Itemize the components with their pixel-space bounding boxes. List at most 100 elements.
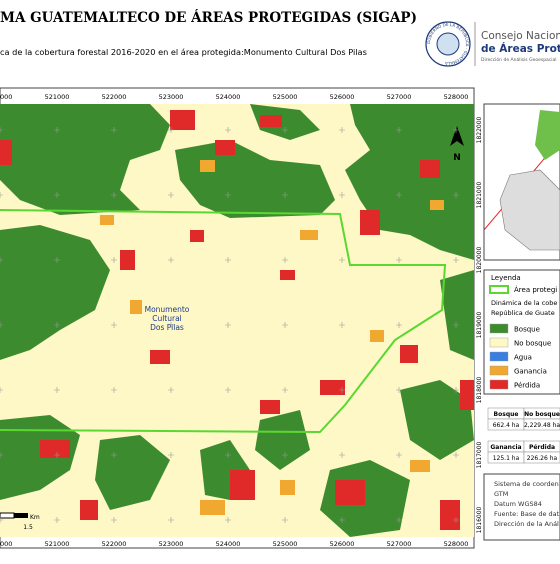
grid-cross xyxy=(339,452,345,458)
grid-cross xyxy=(282,127,288,133)
info-frame xyxy=(483,473,560,541)
coordinate-labels: 520000 520000 521000 521000 522000 522000 5230… xyxy=(0,93,483,548)
x-coord-top: 526000 xyxy=(330,93,355,101)
x-coord-top: 522000 xyxy=(102,93,127,101)
y-coord: 1816000 xyxy=(476,506,483,533)
table-cell xyxy=(523,451,560,464)
x-coord-bottom: 522000 xyxy=(102,540,127,548)
x-coord-top: 525000 xyxy=(273,93,298,101)
grid-cross xyxy=(282,452,288,458)
grid-cross xyxy=(339,192,345,198)
grid-cross xyxy=(111,387,117,393)
scale-seg xyxy=(0,512,15,519)
legend-swatch xyxy=(489,379,509,390)
grid-cross xyxy=(168,322,174,328)
title: MA GUATEMALTECO DE ÁREAS PROTEGIDAS (SIG… xyxy=(0,10,417,26)
grid-cross xyxy=(453,322,459,328)
grid-cross xyxy=(0,452,3,458)
table-value: 226.26 ha xyxy=(527,455,558,462)
grid-cross xyxy=(225,517,231,523)
grid-cross xyxy=(225,452,231,458)
info-line: Sistema de coorden xyxy=(494,480,559,488)
legend-swatch xyxy=(489,337,509,348)
grid-cross xyxy=(339,257,345,263)
legend-label: Ganancia xyxy=(514,368,547,376)
forest-patch xyxy=(175,140,335,218)
grid-cross xyxy=(0,387,3,393)
north-arrow: N xyxy=(450,126,464,163)
legend-swatch xyxy=(489,351,509,362)
grid-cross xyxy=(453,452,459,458)
org-line1: Consejo Nacional xyxy=(481,30,560,42)
grid-cross xyxy=(0,517,3,523)
table-cell xyxy=(523,418,560,431)
grid-cross xyxy=(396,322,402,328)
legend-items: Bosque No bosque Agua Ganancia Pérdida xyxy=(489,323,551,390)
info-line: Dirección de la Anál xyxy=(494,520,559,528)
grid-cross xyxy=(0,127,3,133)
x-coord-bottom: 528000 xyxy=(444,540,469,548)
legend-dynamics: República de Guate xyxy=(491,309,555,317)
info: Sistema de coorden GTM Datum WGS84 Fuente: … xyxy=(494,480,560,528)
info-line: Datum WGS84 xyxy=(494,500,542,508)
legend-title: Leyenda xyxy=(491,274,521,282)
y-coord: 1820000 xyxy=(476,246,483,273)
legend-label: No bosque xyxy=(514,340,551,348)
legend-swatch xyxy=(489,323,509,334)
grid-cross xyxy=(225,322,231,328)
grid-cross xyxy=(282,517,288,523)
forest-patch xyxy=(255,410,310,470)
y-coord: 1822000 xyxy=(476,116,483,143)
grid-cross xyxy=(396,257,402,263)
grid-cross xyxy=(54,322,60,328)
table-header: Pérdida xyxy=(529,444,555,451)
protected-area-boundary xyxy=(0,209,447,434)
forest-patch xyxy=(0,225,110,360)
legend-dynamics: Dinámica de la cobe xyxy=(491,299,557,307)
grid-cross xyxy=(282,387,288,393)
forest-patch xyxy=(400,380,474,460)
grid-cross xyxy=(111,127,117,133)
grid-cross xyxy=(54,452,60,458)
table-header: Bosque xyxy=(494,411,519,418)
grid-cross xyxy=(339,322,345,328)
grid-cross xyxy=(54,257,60,263)
forest-patch xyxy=(250,104,320,140)
grid-cross xyxy=(168,452,174,458)
y-coord: 1819000 xyxy=(476,311,483,338)
x-coord-top: 528000 xyxy=(444,93,469,101)
subtitle: ca de la cobertura forestal 2016-2020 en… xyxy=(0,47,367,57)
grid-cross xyxy=(111,257,117,263)
grid-cross xyxy=(54,517,60,523)
grid-cross xyxy=(0,322,3,328)
logo-seal xyxy=(436,32,460,56)
north-label: N xyxy=(453,153,461,163)
x-coord-bottom: 521000 xyxy=(45,540,70,548)
grid-cross xyxy=(111,452,117,458)
y-coord: 1818000 xyxy=(476,376,483,403)
grid-cross xyxy=(453,192,459,198)
x-coord-bottom: 524000 xyxy=(216,540,241,548)
grid-cross xyxy=(225,257,231,263)
gain xyxy=(100,160,444,515)
grid-cross xyxy=(111,517,117,523)
grid-cross xyxy=(54,192,60,198)
info-line: Fuente: Base de dat xyxy=(494,510,560,518)
grid-cross xyxy=(282,322,288,328)
scale-unit: Km xyxy=(30,514,40,521)
inset-country xyxy=(499,169,560,251)
grid-cross xyxy=(111,192,117,198)
gain-patch xyxy=(100,160,444,515)
grid-cross xyxy=(0,192,3,198)
north-arrow-shape xyxy=(450,126,464,146)
y-coord: 1821000 xyxy=(476,181,483,208)
grid-cross xyxy=(339,127,345,133)
grid-cross xyxy=(396,387,402,393)
logo-ring xyxy=(425,21,471,67)
grid-cross xyxy=(396,192,402,198)
y-coord: 1817000 xyxy=(476,441,483,468)
grid-cross xyxy=(168,387,174,393)
grid-cross xyxy=(339,387,345,393)
grid-cross xyxy=(111,322,117,328)
